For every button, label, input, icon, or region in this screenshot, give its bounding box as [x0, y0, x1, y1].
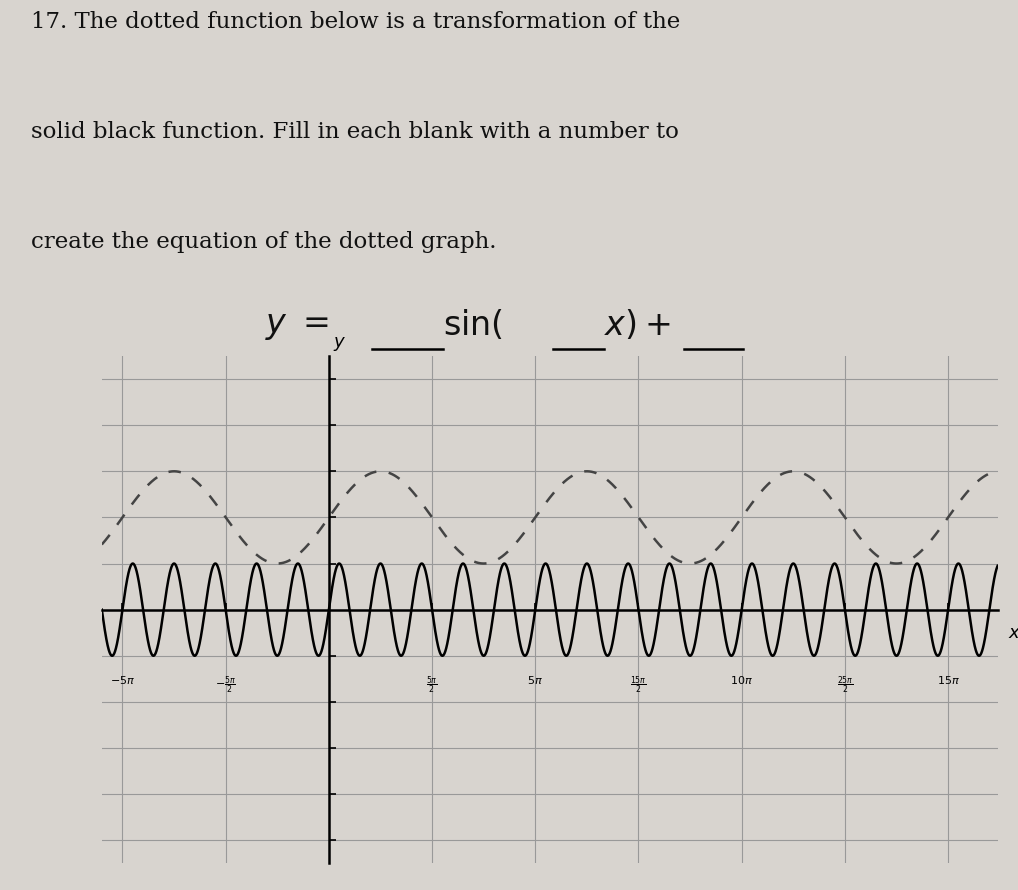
Text: $5\pi$: $5\pi$ [527, 675, 544, 686]
Text: $x)+$: $x)+$ [604, 308, 670, 342]
Text: solid black function. Fill in each blank with a number to: solid black function. Fill in each blank… [31, 121, 678, 143]
Text: $\frac{25\pi}{2}$: $\frac{25\pi}{2}$ [837, 675, 853, 696]
Text: $-\frac{5\pi}{2}$: $-\frac{5\pi}{2}$ [215, 675, 236, 696]
Text: $-5\pi$: $-5\pi$ [110, 675, 135, 686]
Text: $15\pi$: $15\pi$ [937, 675, 960, 686]
Text: $y$: $y$ [333, 336, 346, 353]
Text: $\mathrm{sin}($: $\mathrm{sin}($ [443, 308, 503, 342]
Text: create the equation of the dotted graph.: create the equation of the dotted graph. [31, 231, 496, 254]
Text: $y\ =$: $y\ =$ [265, 310, 329, 342]
Text: $10\pi$: $10\pi$ [730, 675, 753, 686]
Text: $x$: $x$ [1008, 624, 1018, 642]
Text: 17. The dotted function below is a transformation of the: 17. The dotted function below is a trans… [31, 11, 680, 33]
Text: $\frac{5\pi}{2}$: $\frac{5\pi}{2}$ [427, 675, 438, 696]
Text: $\frac{15\pi}{2}$: $\frac{15\pi}{2}$ [630, 675, 646, 696]
